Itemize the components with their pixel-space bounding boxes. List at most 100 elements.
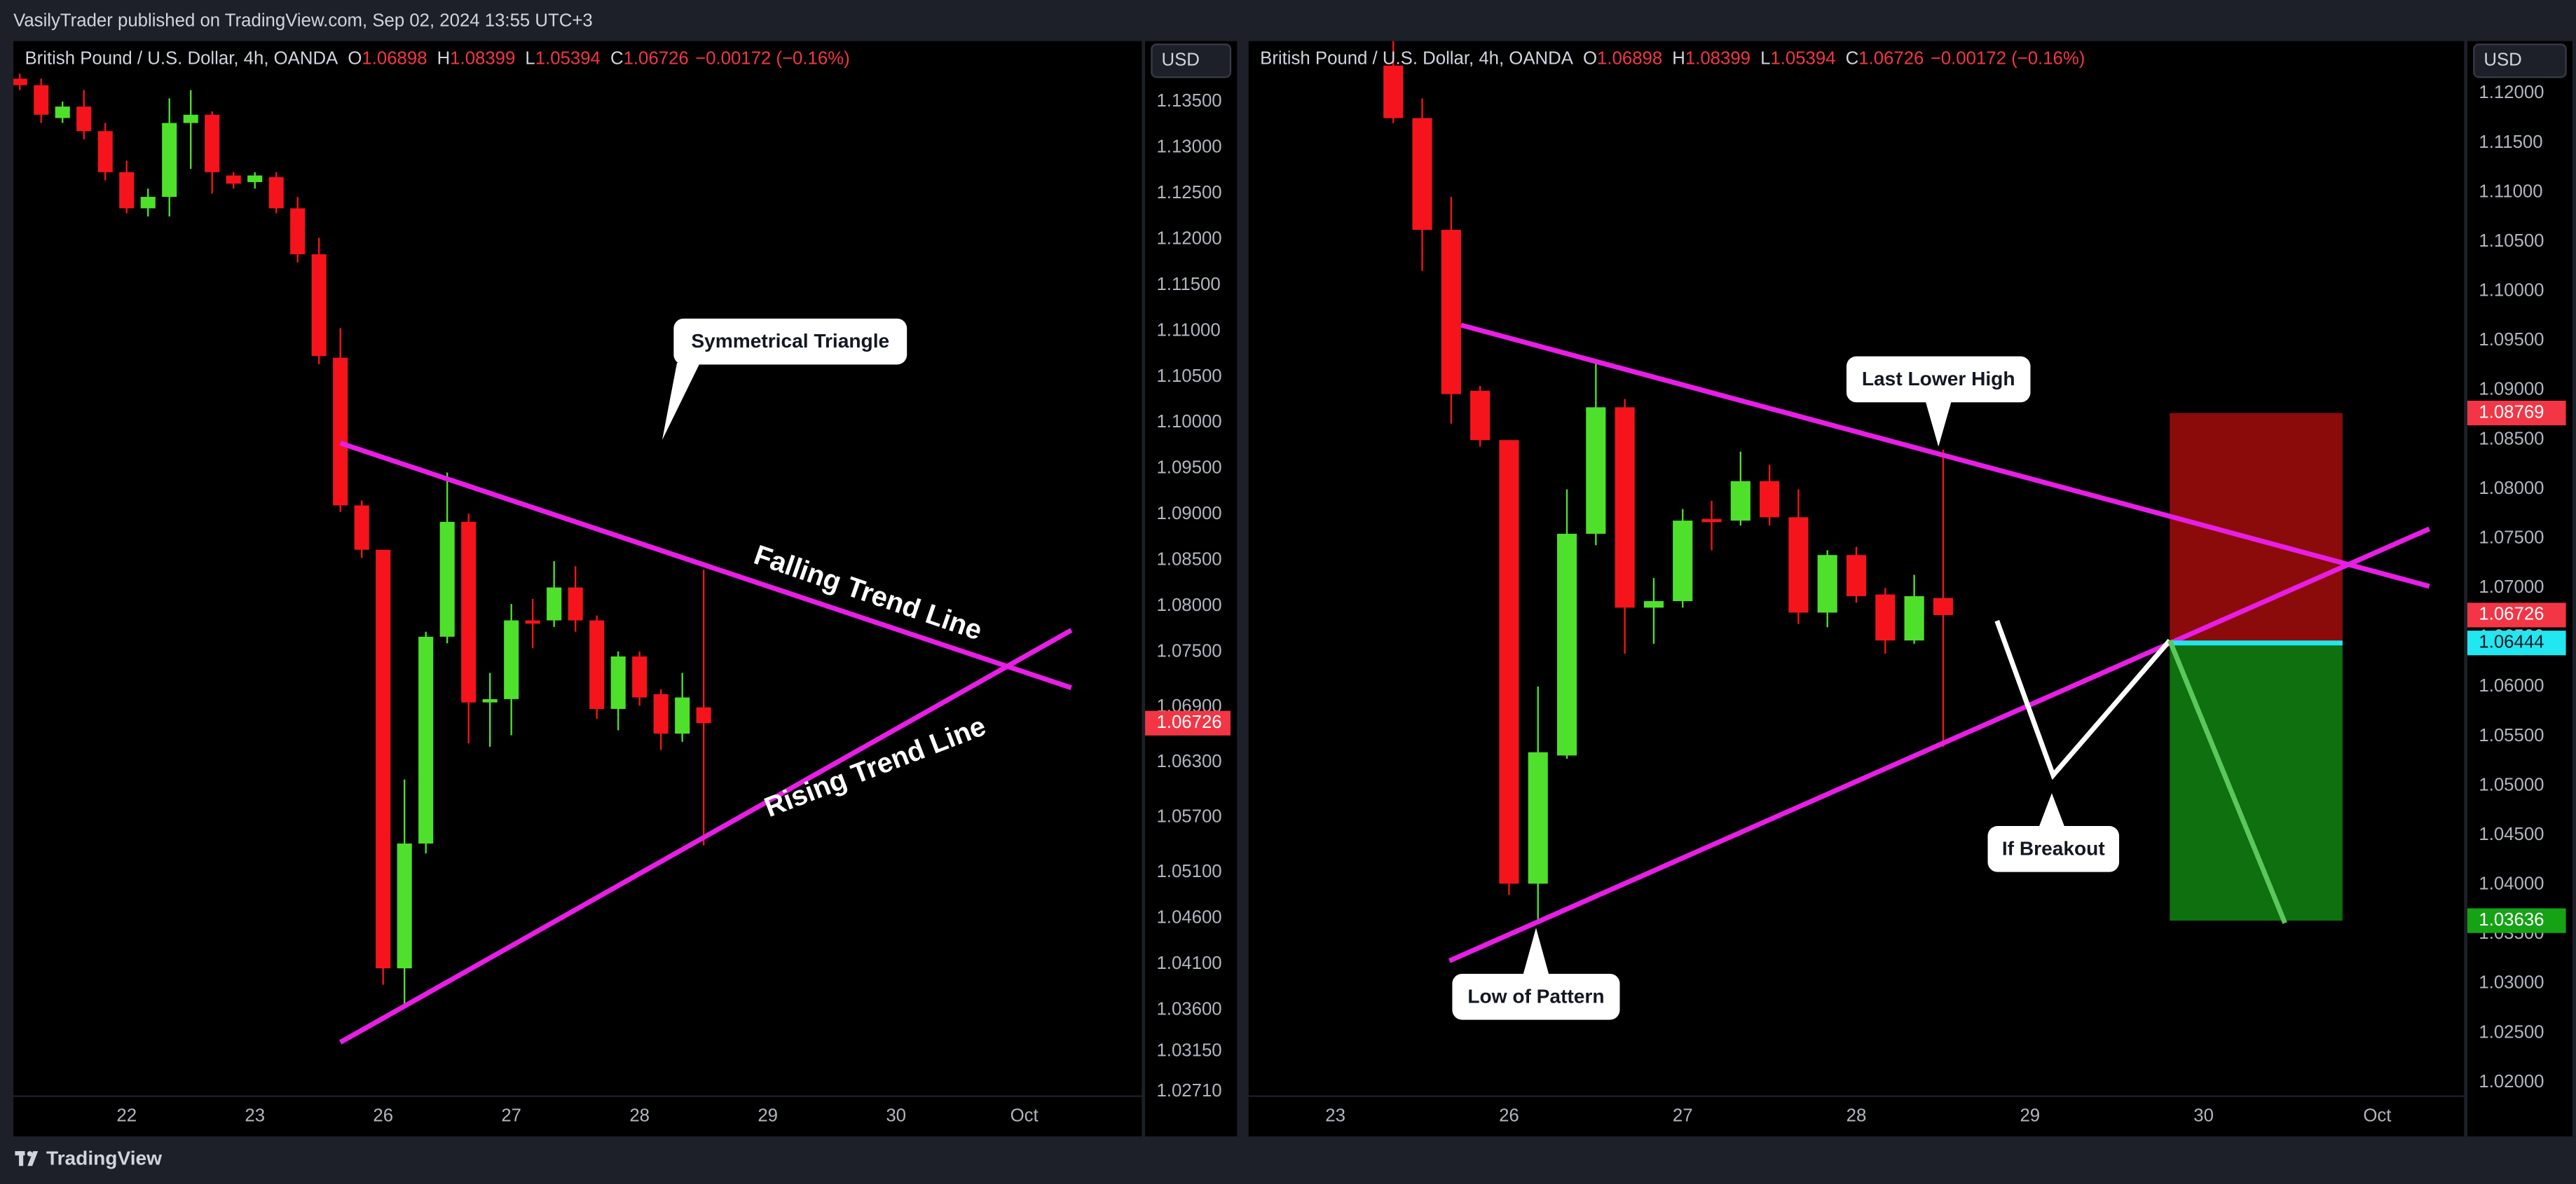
callout-text: If Breakout: [2002, 837, 2105, 859]
candle-body: [461, 521, 477, 703]
y-tick-label: 1.05500: [2479, 726, 2544, 745]
drawn-line: [339, 441, 1072, 690]
brand: TradingView: [46, 1147, 162, 1169]
callout-text: Symmetrical Triangle: [691, 330, 889, 352]
plot-area: [13, 41, 1142, 1096]
y-tick-label: 1.05700: [1156, 806, 1221, 826]
callout-text: Low of Pattern: [1467, 985, 1604, 1007]
y-tick-label: 1.10000: [2479, 281, 2544, 301]
position-box: [2170, 642, 2343, 921]
byline: VasilyTrader published on TradingView.co…: [13, 11, 593, 30]
y-tick-label: 1.02500: [2479, 1022, 2544, 1042]
candle-body: [376, 549, 391, 969]
currency: USD: [1162, 50, 1200, 70]
price-tag-label: 1.06726: [2479, 605, 2544, 624]
candle-body: [568, 587, 583, 621]
ohlc-value: 1.05394: [1770, 48, 1835, 68]
y-tick-label: 1.09000: [2479, 380, 2544, 399]
y-tick-label: 1.02000: [2479, 1072, 2544, 1092]
y-tick-label: 1.06300: [1156, 752, 1221, 771]
candle-body: [1441, 230, 1461, 394]
x-tick-label: 23: [245, 1106, 265, 1126]
price-tag-label: 1.06444: [2479, 633, 2544, 652]
candle-body: [525, 620, 540, 624]
candle-body: [1788, 517, 1809, 613]
callout-box: [673, 318, 907, 365]
callout-pointer: [1523, 928, 1549, 976]
candle-body: [482, 698, 498, 703]
candle-body: [1412, 118, 1432, 230]
ohlc-value: 1.06898: [1597, 48, 1662, 68]
callout-box: [1452, 973, 1620, 1020]
candle-body: [653, 694, 669, 734]
candle-body: [439, 521, 455, 637]
candle-body: [397, 844, 412, 969]
callout-box: [1987, 826, 2120, 872]
y-tick-label: 1.06000: [2479, 676, 2544, 696]
candle-body: [1933, 598, 1953, 615]
ohlc-key: H: [1672, 48, 1685, 68]
candle-body: [247, 175, 263, 182]
x-tick-label: 30: [886, 1106, 906, 1126]
candle-body: [504, 620, 519, 699]
candle-body: [675, 697, 690, 734]
time-axis: [13, 1096, 1142, 1137]
ohlc-key: C: [610, 48, 624, 68]
y-tick-label: 1.10000: [1156, 412, 1221, 432]
candle-body: [1528, 752, 1548, 884]
candle-body: [226, 175, 241, 184]
y-tick-label: 1.08000: [1156, 596, 1221, 615]
x-tick-label: Oct: [1010, 1106, 1039, 1126]
drawn-line: [1448, 526, 2431, 963]
candle-body: [1586, 407, 1606, 534]
candle-body: [1643, 601, 1664, 608]
y-tick-label: 1.07500: [2479, 528, 2544, 547]
candle-body: [610, 656, 626, 709]
candle-body: [76, 106, 92, 132]
candle-body: [1846, 555, 1867, 596]
y-tick-label: 1.12500: [1156, 183, 1221, 202]
y-tick-label: 1.04500: [2479, 825, 2544, 844]
y-tick-label: 1.13500: [1156, 91, 1221, 111]
ohlc-key: C: [1846, 48, 1859, 68]
candle-body: [1701, 518, 1722, 523]
candle-body: [268, 177, 284, 209]
y-tick-label: 1.12000: [1156, 228, 1221, 248]
x-tick-label: 23: [1325, 1106, 1345, 1126]
candle-body: [1673, 521, 1693, 602]
symbol: British Pound / U.S. Dollar, 4h, OANDA: [1260, 48, 1574, 68]
ohlc-key: L: [525, 48, 535, 68]
price-tag-label: 1.03636: [2479, 910, 2544, 930]
candle-body: [311, 254, 327, 357]
price-tag-label: 1.06726: [1156, 713, 1221, 732]
y-tick-label: 1.10500: [2479, 231, 2544, 251]
time-axis: [1248, 1096, 2465, 1137]
candle-body: [1470, 390, 1491, 441]
candle-body: [1817, 555, 1837, 613]
y-tick-label: 1.04100: [1156, 954, 1221, 973]
position-box: [2170, 413, 2343, 643]
y-tick-label: 1.03000: [2479, 973, 2544, 993]
ohlc-value: 1.06898: [362, 48, 427, 68]
y-tick-label: 1.08500: [1156, 550, 1221, 570]
y-tick-label: 1.10500: [1156, 366, 1221, 386]
candle-body: [1760, 481, 1780, 518]
plot: [1383, 41, 2431, 963]
brand-logo: [15, 1151, 39, 1166]
change: −0.00172 (−0.16%): [1931, 48, 2085, 68]
change: −0.00172 (−0.16%): [695, 48, 850, 68]
ohlc-value: 1.06726: [624, 48, 689, 68]
ohlc-key: H: [437, 48, 451, 68]
x-tick-label: 27: [501, 1106, 521, 1126]
candle-body: [119, 172, 135, 209]
drawn-line: [1994, 619, 2172, 780]
y-tick-label: 1.08000: [2479, 479, 2544, 498]
x-tick-label: Oct: [2363, 1106, 2391, 1126]
candle-body: [1875, 594, 1896, 641]
ohlc-value: 1.08399: [450, 48, 515, 68]
x-tick-label: 30: [2193, 1106, 2214, 1126]
candle-body: [1499, 440, 1519, 884]
y-tick-label: 1.09500: [2479, 330, 2544, 350]
candle-body: [1904, 596, 1924, 641]
